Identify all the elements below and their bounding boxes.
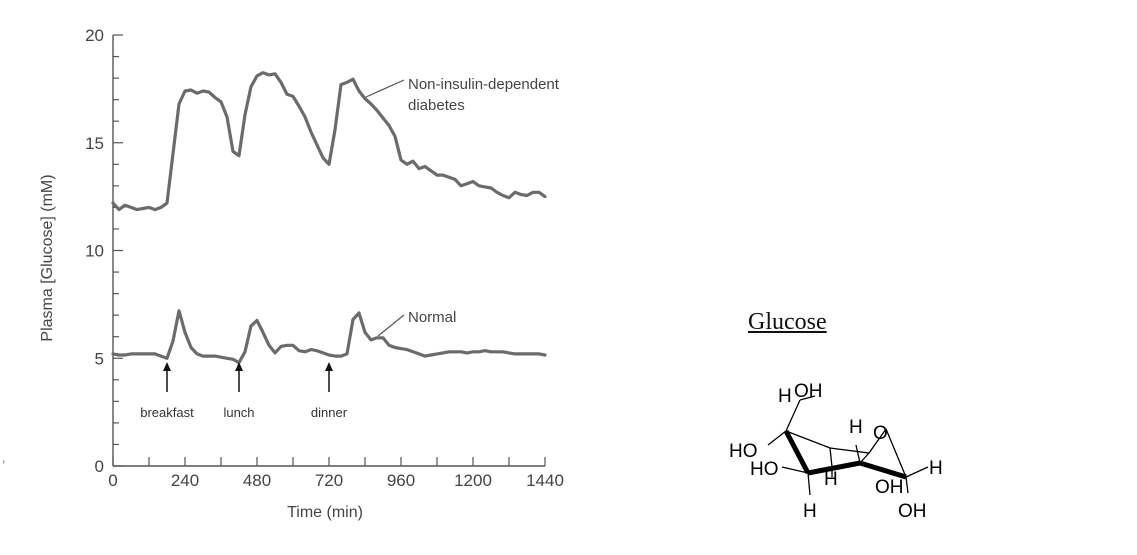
- x-tick-label: 1440: [526, 471, 564, 490]
- ring-bond-front-left: [783, 429, 811, 475]
- ring-bond-c5-c4: [829, 447, 833, 468]
- atom-h-mid: H: [824, 469, 838, 490]
- series-lines: [111, 71, 547, 365]
- atom-ho-left-upper: HO: [729, 441, 758, 462]
- bond-ch2oh: [785, 399, 801, 432]
- ring-bond-back: [785, 428, 887, 454]
- atom-h-bottom-left: H: [803, 501, 817, 522]
- atom-o-ring: O: [873, 423, 888, 444]
- glucose-chair-diagram: H OH H O HO HO H H OH H OH: [729, 381, 943, 522]
- bond-h-c3: [855, 444, 861, 464]
- y-tick-label: 20: [85, 26, 104, 45]
- meal-arrowhead-lunch: [235, 362, 243, 371]
- atom-h-top: H: [778, 386, 792, 407]
- x-tick-label: 720: [315, 471, 343, 490]
- series-line-normal: [111, 309, 547, 365]
- x-tick-label: 240: [171, 471, 199, 490]
- atom-h-upper-right: H: [849, 417, 863, 438]
- atom-oh-top: OH: [794, 381, 823, 402]
- ring-bond-c2-c3: [859, 452, 870, 464]
- y-axis-title: Plasma [Glucose] (mM): [39, 174, 56, 341]
- x-tick-label: 0: [108, 471, 117, 490]
- bond-h-c1: [905, 466, 929, 478]
- meal-label-lunch: lunch: [223, 405, 254, 420]
- bond-ho-upper: [767, 430, 787, 446]
- bond-oh-c1: [905, 476, 909, 494]
- meal-label-dinner: dinner: [311, 405, 348, 420]
- bond-h-c4: [807, 472, 811, 496]
- x-axis-title: Time (min): [287, 504, 363, 521]
- x-tick-label: 1200: [454, 471, 492, 490]
- ring-bond-front-mid: [807, 460, 861, 476]
- normal-label-leader: [377, 314, 405, 337]
- glucose-structure: H OH H O HO HO H H OH H OH Glucose: [720, 305, 980, 535]
- series-label-diabetes-line2: diabetes: [408, 97, 465, 114]
- ring-bond-anomeric: [885, 428, 907, 478]
- bond-ho-lower: [781, 466, 809, 474]
- y-axis-ticks: 0 5 10 15 20: [85, 26, 123, 476]
- x-tick-label: 480: [243, 471, 271, 490]
- y-tick-label: 0: [95, 457, 104, 476]
- series-label-diabetes-line1: Non-insulin-dependent: [408, 76, 560, 93]
- x-tick-label: 960: [387, 471, 415, 490]
- atom-oh-bottom-right: OH: [898, 501, 927, 522]
- molecule-title: Glucose: [748, 309, 827, 335]
- ring-bond-front-right: [859, 460, 907, 480]
- series-line-diabetes: [111, 71, 547, 212]
- diabetes-label-leader: [365, 79, 405, 98]
- atom-oh-lower: OH: [875, 477, 904, 498]
- meal-annotations: breakfast lunch dinner: [140, 362, 348, 420]
- glucose-line-chart: 0 5 10 15 20 0 240 480 720 960 1200 1440 Time (min…: [2, 26, 564, 521]
- y-tick-label: 15: [85, 134, 104, 153]
- stray-comma: ,: [2, 451, 5, 465]
- y-tick-label: 10: [85, 242, 104, 261]
- meal-arrowhead-breakfast: [163, 362, 171, 371]
- bond-ch2-oh: [799, 395, 816, 401]
- y-tick-label: 5: [95, 349, 104, 368]
- meal-label-breakfast: breakfast: [140, 405, 194, 420]
- x-axis-ticks: 0 240 480 720 960 1200 1440: [108, 457, 564, 490]
- series-label-normal: Normal: [408, 309, 456, 326]
- atom-h-right: H: [929, 458, 943, 479]
- atom-ho-left-lower: HO: [750, 459, 779, 480]
- meal-arrowhead-dinner: [325, 362, 333, 371]
